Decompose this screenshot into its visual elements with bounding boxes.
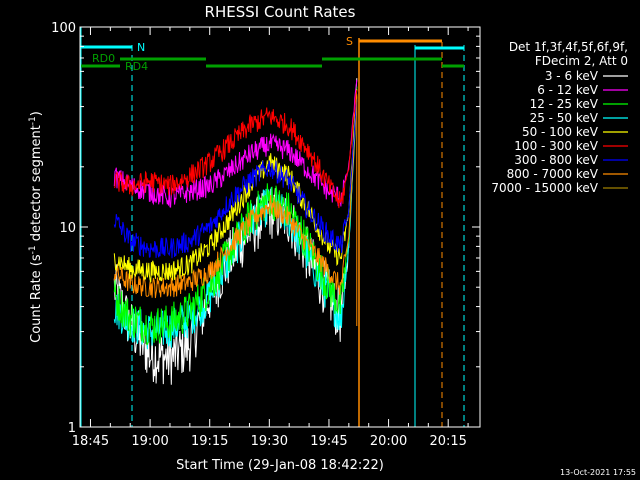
legend-label: 3 - 6 keV xyxy=(545,69,599,83)
series-layer xyxy=(113,78,358,385)
legend-label: 300 - 800 keV xyxy=(514,153,598,167)
series-line-100to300keV xyxy=(113,90,358,209)
x-tick-label: 19:30 xyxy=(251,434,288,449)
y-tick-label: 100 xyxy=(51,21,76,36)
y-axis-label-main: Count Rate (s xyxy=(29,254,44,343)
x-axis: 18:45 19:00 19:15 19:30 19:45 20:00 20:15 xyxy=(72,27,469,449)
legend-header-1: Det 1f,3f,4f,5f,6f,9f, xyxy=(509,40,628,54)
rd4-label: RD4 xyxy=(125,60,148,73)
legend-header-2: FDecim 2, Att 0 xyxy=(535,54,628,68)
y-axis-label: Count Rate (s-1 detector segment-1) xyxy=(28,111,44,343)
legend: Det 1f,3f,4f,5f,6f,9f, FDecim 2, Att 0 3… xyxy=(491,40,628,195)
y-tick-label: 10 xyxy=(59,221,76,236)
legend-label: 12 - 25 keV xyxy=(530,97,599,111)
y-axis-label-sup1: -1 xyxy=(28,245,38,254)
y-axis: 1 10 100 xyxy=(51,21,480,436)
x-tick-label: 19:15 xyxy=(191,434,228,449)
y-axis-label-sup2: -1 xyxy=(28,116,38,125)
x-tick-label: 20:15 xyxy=(429,434,466,449)
rd0-label: RD0 xyxy=(92,52,115,65)
saa-label: S xyxy=(346,35,353,48)
legend-label: 800 - 7000 keV xyxy=(507,167,599,181)
legend-label: 25 - 50 keV xyxy=(530,111,599,125)
night-label: N xyxy=(137,41,145,54)
x-tick-label: 19:00 xyxy=(131,434,168,449)
footer-timestamp: 13-Oct-2021 17:55 xyxy=(560,468,636,477)
series-line-6to12keV xyxy=(113,79,358,208)
x-tick-label: 19:45 xyxy=(310,434,347,449)
y-tick-label: 1 xyxy=(68,421,76,436)
y-axis-label-end: ) xyxy=(29,111,44,116)
legend-label: 100 - 300 keV xyxy=(514,139,598,153)
series-line-800to7000keV xyxy=(113,94,358,299)
legend-label: 7000 - 15000 keV xyxy=(491,181,598,195)
x-tick-label: 18:45 xyxy=(72,434,109,449)
series-line-50to100keV xyxy=(113,89,358,283)
y-axis-label-mid: detector segment xyxy=(29,125,44,245)
x-axis-label: Start Time (29-Jan-08 18:42:22) xyxy=(176,458,384,473)
x-tick-label: 20:00 xyxy=(370,434,407,449)
legend-label: 50 - 100 keV xyxy=(522,125,599,139)
chart-title: RHESSI Count Rates xyxy=(205,3,356,21)
legend-label: 6 - 12 keV xyxy=(537,83,599,97)
series-line-300to800keV xyxy=(113,98,358,259)
state-bars: RD0 RD4 N S xyxy=(80,27,465,427)
